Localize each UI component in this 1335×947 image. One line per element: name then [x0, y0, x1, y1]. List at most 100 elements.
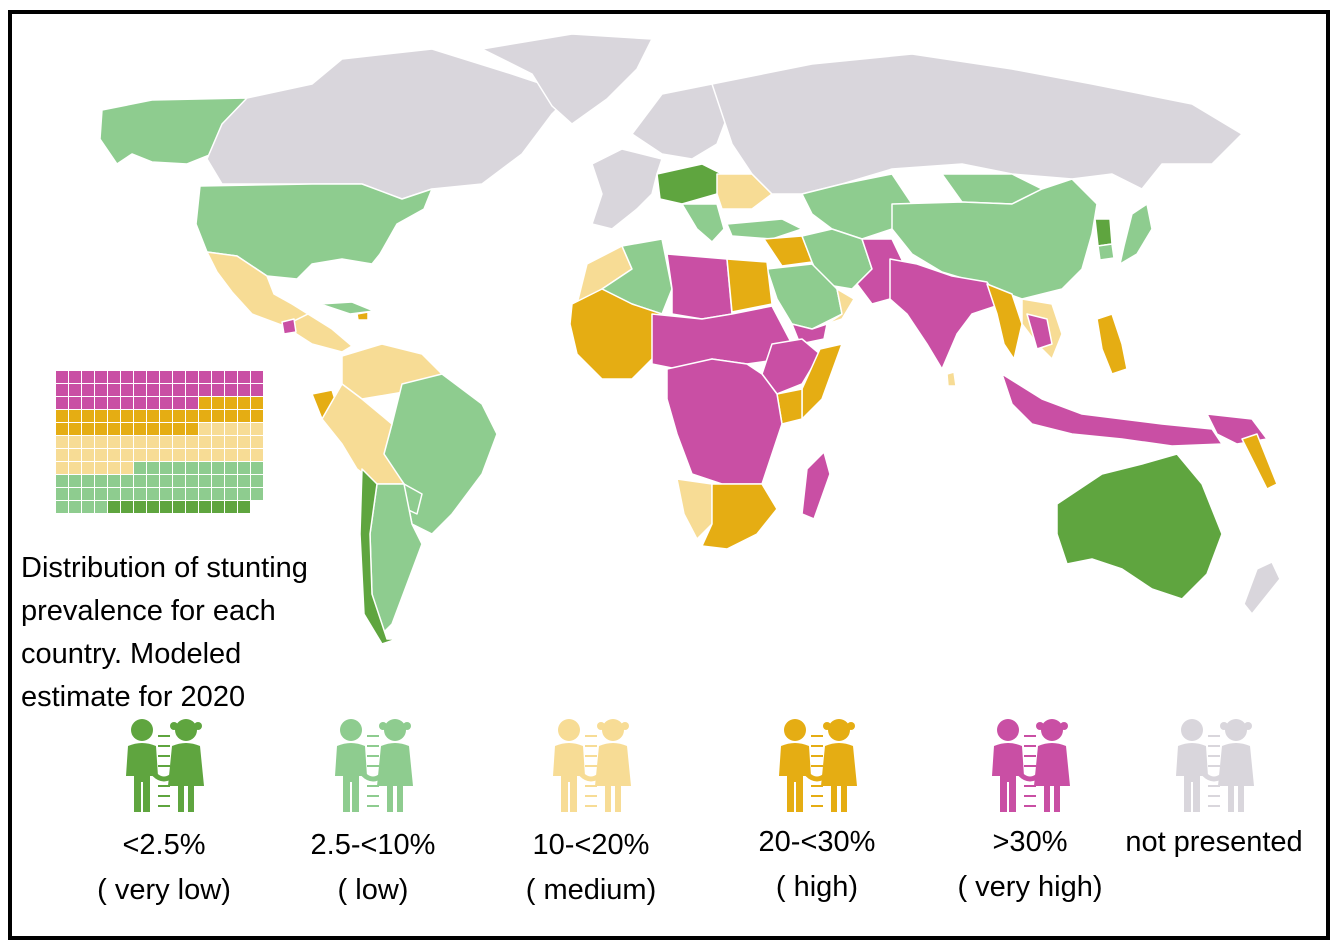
waffle-cell	[199, 371, 211, 383]
region-balkans	[681, 203, 725, 243]
waffle-cell	[251, 410, 263, 422]
waffle-cell	[173, 384, 185, 396]
waffle-cell	[95, 371, 107, 383]
waffle-cell	[225, 462, 237, 474]
waffle-cell	[186, 371, 198, 383]
waffle-cell	[160, 462, 172, 474]
children-icon	[335, 719, 413, 812]
waffle-cell	[95, 423, 107, 435]
waffle-cell	[56, 410, 68, 422]
waffle-cell	[173, 488, 185, 500]
region-southern-africa	[701, 483, 778, 550]
waffle-cell	[56, 488, 68, 500]
region-philippines	[1096, 313, 1128, 375]
children-icon	[126, 719, 204, 812]
waffle-cell	[173, 449, 185, 461]
region-western-europe	[591, 148, 663, 230]
waffle-cell	[186, 410, 198, 422]
legend-level: ( very high)	[957, 871, 1103, 903]
legend-item-low: 2.5-<10% ( low)	[273, 714, 473, 906]
waffle-cell	[199, 475, 211, 487]
waffle-cell	[69, 436, 81, 448]
waffle-cell	[238, 410, 250, 422]
waffle-cell	[147, 501, 159, 513]
waffle-cell	[147, 488, 159, 500]
waffle-cell	[82, 423, 94, 435]
waffle-cell	[82, 462, 94, 474]
waffle-cell	[147, 384, 159, 396]
region-australia	[1056, 453, 1223, 600]
waffle-cell	[134, 436, 146, 448]
region-cuba	[319, 301, 375, 315]
caption-line: country. Modeled	[21, 638, 242, 670]
waffle-cell	[186, 423, 198, 435]
waffle-cell	[147, 410, 159, 422]
region-china	[891, 178, 1098, 300]
region-new-zealand	[1243, 561, 1281, 615]
waffle-cell	[238, 462, 250, 474]
waffle-cell	[186, 449, 198, 461]
waffle-cell	[186, 475, 198, 487]
waffle-cell	[134, 475, 146, 487]
waffle-cell	[251, 436, 263, 448]
region-central-america	[283, 313, 353, 353]
waffle-cell	[95, 436, 107, 448]
caption-line: Distribution of stunting	[21, 552, 308, 584]
waffle-cell	[134, 410, 146, 422]
waffle-cell	[82, 397, 94, 409]
waffle-cell	[69, 371, 81, 383]
waffle-cell	[121, 423, 133, 435]
waffle-cell	[251, 423, 263, 435]
legend-range: <2.5%	[122, 829, 206, 861]
waffle-cell	[251, 475, 263, 487]
waffle-cell	[56, 462, 68, 474]
waffle-cell	[173, 462, 185, 474]
waffle-cell	[199, 501, 211, 513]
waffle-cell	[238, 384, 250, 396]
waffle-cell	[121, 436, 133, 448]
waffle-cell	[173, 423, 185, 435]
waffle-cell	[186, 462, 198, 474]
waffle-cell	[69, 501, 81, 513]
waffle-cell	[225, 501, 237, 513]
waffle-cell	[108, 449, 120, 461]
waffle-cell	[212, 462, 224, 474]
waffle-cell	[251, 462, 263, 474]
waffle-cell	[69, 410, 81, 422]
waffle-cell	[69, 423, 81, 435]
waffle-cell	[251, 488, 263, 500]
waffle-cell	[108, 397, 120, 409]
waffle-cell	[95, 501, 107, 513]
waffle-cell	[251, 449, 263, 461]
waffle-cell	[160, 488, 172, 500]
waffle-cell	[212, 384, 224, 396]
region-russia	[711, 53, 1243, 195]
legend-range: 2.5-<10%	[310, 829, 436, 861]
legend-range: not presented	[1125, 826, 1303, 858]
waffle-cell	[147, 423, 159, 435]
caption-line: prevalence for each	[21, 595, 276, 627]
waffle-cell	[238, 449, 250, 461]
waffle-cell	[108, 410, 120, 422]
waffle-cell	[160, 384, 172, 396]
region-pacific-islands	[1241, 433, 1278, 490]
waffle-cell	[82, 371, 94, 383]
waffle-cell	[95, 397, 107, 409]
waffle-cell	[82, 436, 94, 448]
waffle-cell	[56, 449, 68, 461]
waffle-cell	[225, 475, 237, 487]
waffle-cell	[160, 397, 172, 409]
waffle-cell	[225, 423, 237, 435]
waffle-cell	[251, 384, 263, 396]
waffle-cell	[199, 449, 211, 461]
region-haiti	[356, 311, 369, 321]
waffle-cell	[108, 371, 120, 383]
waffle-cell	[186, 488, 198, 500]
region-sri-lanka	[946, 371, 957, 387]
waffle-cell	[56, 371, 68, 383]
region-oman	[826, 288, 855, 325]
waffle-cell	[95, 462, 107, 474]
waffle-cell	[134, 397, 146, 409]
waffle-cell	[160, 436, 172, 448]
waffle-cell	[134, 384, 146, 396]
